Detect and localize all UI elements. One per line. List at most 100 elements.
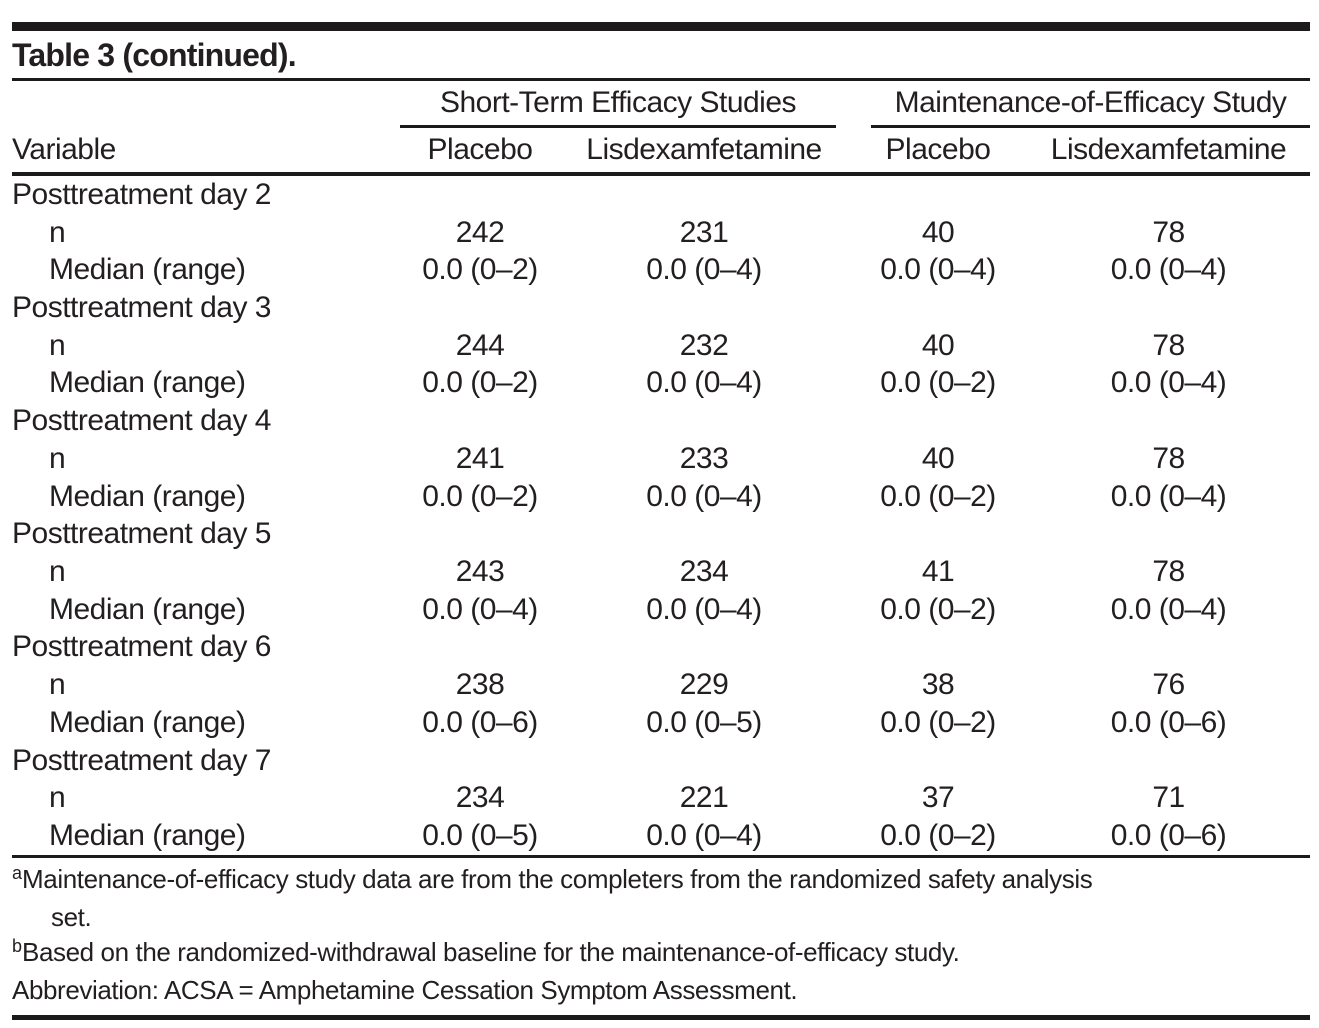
section-row-day6: Posttreatment day 6: [12, 629, 1310, 667]
footnote-abbreviation: Abbreviation: ACSA = Amphetamine Cessati…: [12, 975, 798, 1005]
row-label: n: [49, 781, 66, 815]
cell-value: 231: [679, 215, 729, 249]
cell-value: 0.0 (0–4): [646, 366, 762, 400]
cell-value: 0.0 (0–2): [880, 592, 996, 626]
cell-value: 78: [1152, 215, 1185, 249]
header-divider-rule: [12, 172, 1310, 176]
cell-value: 78: [1152, 328, 1185, 362]
row-label: n: [49, 668, 66, 702]
row-label: n: [49, 555, 66, 589]
cell-value: 242: [455, 215, 505, 249]
cell-value: 40: [921, 441, 955, 475]
cell-value: 40: [921, 215, 955, 249]
cell-value: 0.0 (0–2): [880, 479, 996, 513]
section-label: Posttreatment day 4: [12, 404, 271, 438]
cell-value: 76: [1152, 668, 1185, 702]
section-row-day4: Posttreatment day 4: [12, 402, 1310, 440]
cell-value: 0.0 (0–2): [880, 705, 996, 739]
section-row-day2: Posttreatment day 2: [12, 176, 1310, 214]
column-header-st-lisdexamfetamine: Lisdexamfetamine: [586, 133, 822, 166]
footnote-b-text: Based on the randomized-withdrawal basel…: [22, 937, 960, 967]
row-label: n: [49, 441, 66, 475]
table-row-day6-n: n 238 229 38 76: [12, 666, 1310, 704]
cell-value: 0.0 (0–4): [1110, 366, 1227, 400]
footnote-b: bBased on the randomized-withdrawal base…: [12, 935, 1310, 973]
cell-value: 78: [1152, 555, 1185, 589]
footnote-a-text: Maintenance-of-efficacy study data are f…: [22, 864, 1093, 894]
cell-value: 0.0 (0–2): [422, 479, 538, 513]
cell-value: 41: [921, 555, 955, 589]
cell-value: 238: [455, 668, 505, 702]
cell-value: 0.0 (0–2): [880, 819, 996, 853]
cell-value: 0.0 (0–4): [1110, 253, 1227, 287]
cell-value: 0.0 (0–4): [646, 819, 762, 853]
column-header-row: Variable Placebo Lisdexamfetamine Placeb…: [12, 128, 1310, 172]
cell-value: 0.0 (0–4): [646, 253, 762, 287]
cell-value: 0.0 (0–2): [422, 366, 538, 400]
section-label: Posttreatment day 2: [12, 177, 271, 211]
footnote-a-continuation: set.: [51, 902, 92, 932]
table-row-day5-n: n 243 234 41 78: [12, 553, 1310, 591]
table-row-day3-n: n 244 232 40 78: [12, 327, 1310, 365]
row-label: Median (range): [49, 592, 246, 626]
column-header-variable: Variable: [12, 133, 116, 166]
cell-value: 0.0 (0–6): [1110, 705, 1227, 739]
group-header-row: Short-Term Efficacy Studies Maintenance-…: [12, 81, 1310, 128]
footnote-b-marker: b: [12, 936, 23, 956]
cell-value: 233: [679, 441, 729, 475]
section-label: Posttreatment day 5: [12, 517, 271, 551]
cell-value: 71: [1152, 781, 1185, 815]
row-label: Median (range): [49, 705, 246, 739]
table-row-day2-median: Median (range) 0.0 (0–2) 0.0 (0–4) 0.0 (…: [12, 251, 1310, 289]
cell-value: 78: [1152, 441, 1185, 475]
title-divider-rule: [12, 78, 1310, 81]
cell-value: 244: [455, 328, 505, 362]
section-row-day3: Posttreatment day 3: [12, 289, 1310, 327]
section-row-day7: Posttreatment day 7: [12, 742, 1310, 780]
cell-value: 0.0 (0–4): [880, 253, 996, 287]
section-row-day5: Posttreatment day 5: [12, 515, 1310, 553]
cell-value: 221: [679, 781, 729, 815]
row-label: Median (range): [49, 366, 246, 400]
row-label: Median (range): [49, 479, 246, 513]
table-body: Posttreatment day 2 n 242 231 40 78 Medi…: [12, 176, 1310, 855]
section-label: Posttreatment day 6: [12, 630, 271, 664]
cell-value: 0.0 (0–5): [646, 705, 762, 739]
table-row-day2-n: n 242 231 40 78: [12, 214, 1310, 252]
row-label: n: [49, 215, 66, 249]
cell-value: 0.0 (0–6): [422, 705, 538, 739]
cell-value: 234: [455, 781, 505, 815]
cell-value: 0.0 (0–2): [422, 253, 538, 287]
cell-value: 38: [921, 668, 955, 702]
cell-value: 243: [455, 555, 505, 589]
cell-value: 0.0 (0–4): [646, 479, 762, 513]
row-label: Median (range): [49, 253, 246, 287]
group-header-short-term: Short-Term Efficacy Studies: [400, 81, 836, 128]
table-row-day4-median: Median (range) 0.0 (0–2) 0.0 (0–4) 0.0 (…: [12, 478, 1310, 516]
table-row-day3-median: Median (range) 0.0 (0–2) 0.0 (0–4) 0.0 (…: [12, 365, 1310, 403]
table-row-day4-n: n 241 233 40 78: [12, 440, 1310, 478]
cell-value: 0.0 (0–6): [1110, 819, 1227, 853]
cell-value: 0.0 (0–4): [1110, 479, 1227, 513]
table-title: Table 3 (continued).: [12, 37, 297, 73]
section-label: Posttreatment day 3: [12, 291, 271, 325]
cell-value: 234: [679, 555, 729, 589]
cell-value: 229: [679, 668, 729, 702]
cell-value: 0.0 (0–2): [880, 366, 996, 400]
cell-value: 0.0 (0–4): [422, 592, 538, 626]
cell-value: 241: [455, 441, 505, 475]
table-row-day5-median: Median (range) 0.0 (0–4) 0.0 (0–4) 0.0 (…: [12, 591, 1310, 629]
column-header-st-placebo: Placebo: [427, 133, 533, 166]
cell-value: 0.0 (0–5): [422, 819, 538, 853]
table-top-rule: [12, 22, 1310, 31]
footnotes: aMaintenance-of-efficacy study data are …: [12, 858, 1310, 1008]
cell-value: 37: [921, 781, 955, 815]
table-row-day7-median: Median (range) 0.0 (0–5) 0.0 (0–4) 0.0 (…: [12, 817, 1310, 855]
cell-value: 232: [679, 328, 729, 362]
cell-value: 0.0 (0–4): [646, 592, 762, 626]
footnote-a: aMaintenance-of-efficacy study data are …: [12, 862, 1310, 900]
row-label: Median (range): [49, 819, 246, 853]
cell-value: 40: [921, 328, 955, 362]
column-header-moe-placebo: Placebo: [885, 133, 991, 166]
